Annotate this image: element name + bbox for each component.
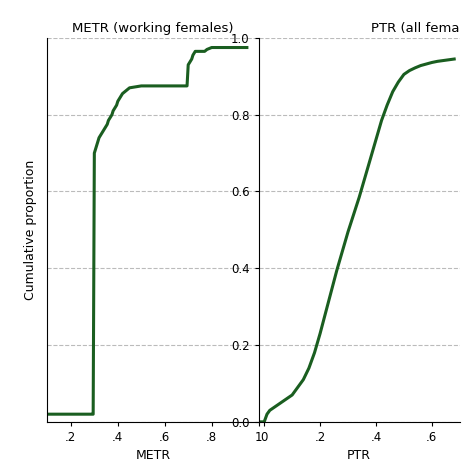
Title: METR (working females): METR (working females) xyxy=(72,22,234,36)
X-axis label: METR: METR xyxy=(136,449,171,463)
X-axis label: PTR: PTR xyxy=(347,449,371,463)
Y-axis label: Cumulative proportion: Cumulative proportion xyxy=(24,160,37,300)
Text: PTR (all fema: PTR (all fema xyxy=(371,22,460,36)
